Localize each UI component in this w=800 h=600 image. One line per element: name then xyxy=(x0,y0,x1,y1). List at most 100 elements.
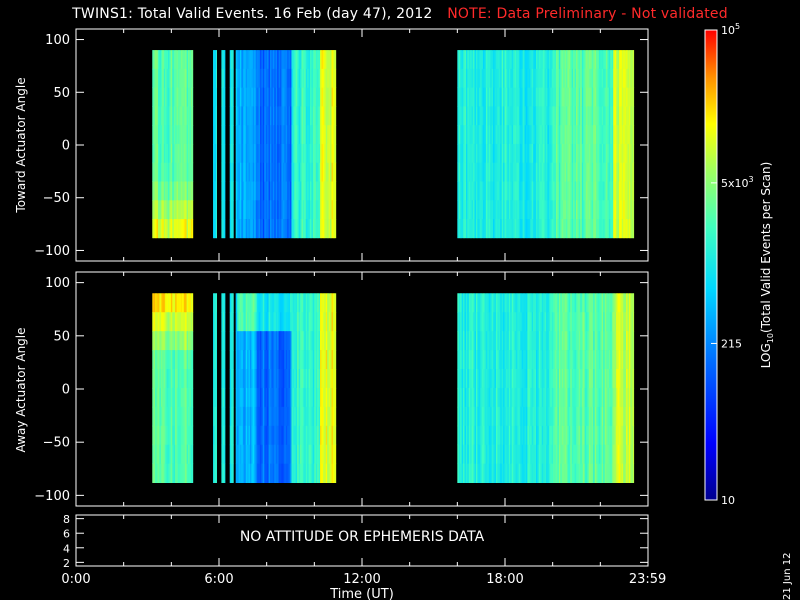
heatmap-cell xyxy=(229,406,232,427)
heatmap-cell xyxy=(567,162,570,182)
heatmap-cell xyxy=(557,350,560,370)
heatmap-cell xyxy=(192,181,194,201)
heatmap-cell xyxy=(623,87,626,107)
heatmap-cell xyxy=(593,369,596,389)
heatmap-cell xyxy=(213,87,215,107)
heatmap-cell xyxy=(232,444,234,465)
heatmap-cell xyxy=(224,350,226,370)
heatmap-cell xyxy=(300,162,302,182)
heatmap-cell xyxy=(318,106,321,126)
heatmap-cell xyxy=(168,463,170,483)
heatmap-cell xyxy=(307,87,310,107)
heatmap-cell xyxy=(188,463,190,483)
heatmap-cell xyxy=(229,293,232,313)
heatmap-cell xyxy=(320,350,322,370)
heatmap-cell xyxy=(182,463,185,483)
heatmap-cell xyxy=(239,350,242,370)
heatmap-cell xyxy=(259,293,262,313)
heatmap-cell xyxy=(331,219,334,239)
heatmap-cell xyxy=(238,331,241,351)
heatmap-cell xyxy=(511,463,514,483)
heatmap-cell xyxy=(307,293,310,313)
heatmap-cell xyxy=(155,162,157,182)
heatmap-cell xyxy=(178,87,180,107)
heatmap-cell xyxy=(623,293,626,313)
heatmap-cell xyxy=(596,350,598,370)
heatmap-cell xyxy=(517,162,520,182)
heatmap-cell xyxy=(603,181,606,201)
x-tick-label: 23:59 xyxy=(629,572,666,587)
heatmap-cell xyxy=(623,312,626,332)
heatmap-cell xyxy=(165,312,167,332)
heatmap-cell xyxy=(248,350,251,370)
heatmap-cell xyxy=(261,350,264,370)
heatmap-cell xyxy=(495,293,498,313)
heatmap-cell xyxy=(179,444,182,465)
heatmap-cell xyxy=(553,87,555,107)
heatmap-cell xyxy=(535,406,538,427)
heatmap-cell xyxy=(491,87,494,107)
heatmap-cell xyxy=(626,312,628,332)
heatmap-cell xyxy=(155,87,157,107)
heatmap-cell xyxy=(308,219,311,239)
heatmap-cell xyxy=(334,50,337,70)
heatmap-cell xyxy=(278,293,281,313)
heatmap-cell xyxy=(242,425,245,446)
heatmap-cell xyxy=(317,331,320,351)
heatmap-cell xyxy=(624,200,627,220)
heatmap-cell xyxy=(275,87,278,107)
heatmap-cell xyxy=(618,444,621,465)
heatmap-cell xyxy=(282,331,285,351)
heatmap-cell xyxy=(487,125,490,145)
heatmap-cell xyxy=(498,125,501,145)
heatmap-cell xyxy=(626,181,628,201)
heatmap-cell xyxy=(513,219,515,239)
heatmap-cell xyxy=(614,331,617,351)
heatmap-cell xyxy=(331,143,334,164)
heatmap-cell xyxy=(525,162,528,182)
heatmap-cell xyxy=(291,444,294,465)
heatmap-cell xyxy=(568,162,571,182)
heatmap-cell xyxy=(557,369,560,389)
heatmap-cell xyxy=(491,387,494,408)
heatmap-cell xyxy=(497,162,500,182)
heatmap-cell xyxy=(528,50,531,70)
heatmap-cell xyxy=(633,387,635,408)
heatmap-cell xyxy=(170,350,173,370)
heatmap-cell xyxy=(190,219,193,239)
heatmap-cell xyxy=(317,369,320,389)
heatmap-cell xyxy=(578,181,581,201)
heatmap-cell xyxy=(271,200,274,220)
heatmap-cell xyxy=(583,106,585,126)
heatmap-cell xyxy=(608,68,611,89)
heatmap-cell xyxy=(192,125,194,145)
heatmap-cell xyxy=(597,293,600,313)
heatmap-cell xyxy=(610,425,613,446)
heatmap-cell xyxy=(166,293,169,313)
heatmap-cell xyxy=(473,125,475,145)
heatmap-cell xyxy=(231,200,233,220)
heatmap-cell xyxy=(560,181,563,201)
heatmap-cell xyxy=(610,200,613,220)
heatmap-cell xyxy=(162,463,165,483)
heatmap-cell xyxy=(586,331,588,351)
heatmap-cell xyxy=(155,350,157,370)
heatmap-cell xyxy=(474,444,477,465)
heatmap-cell xyxy=(474,162,477,182)
heatmap-cell xyxy=(285,143,288,164)
heatmap-cell xyxy=(285,406,288,427)
heatmap-cell xyxy=(627,293,630,313)
heatmap-cell xyxy=(213,463,215,483)
heatmap-cell xyxy=(535,68,538,89)
heatmap-cell xyxy=(547,312,550,332)
heatmap-cell xyxy=(527,162,530,182)
heatmap-cell xyxy=(617,387,620,408)
heatmap-cell xyxy=(588,312,591,332)
heatmap-cell xyxy=(291,125,294,145)
heatmap-cell xyxy=(521,369,524,389)
heatmap-cell xyxy=(544,350,547,370)
heatmap-cell xyxy=(328,293,331,313)
heatmap-cell xyxy=(493,219,495,239)
heatmap-cell xyxy=(630,463,633,483)
heatmap-cell xyxy=(543,293,545,313)
